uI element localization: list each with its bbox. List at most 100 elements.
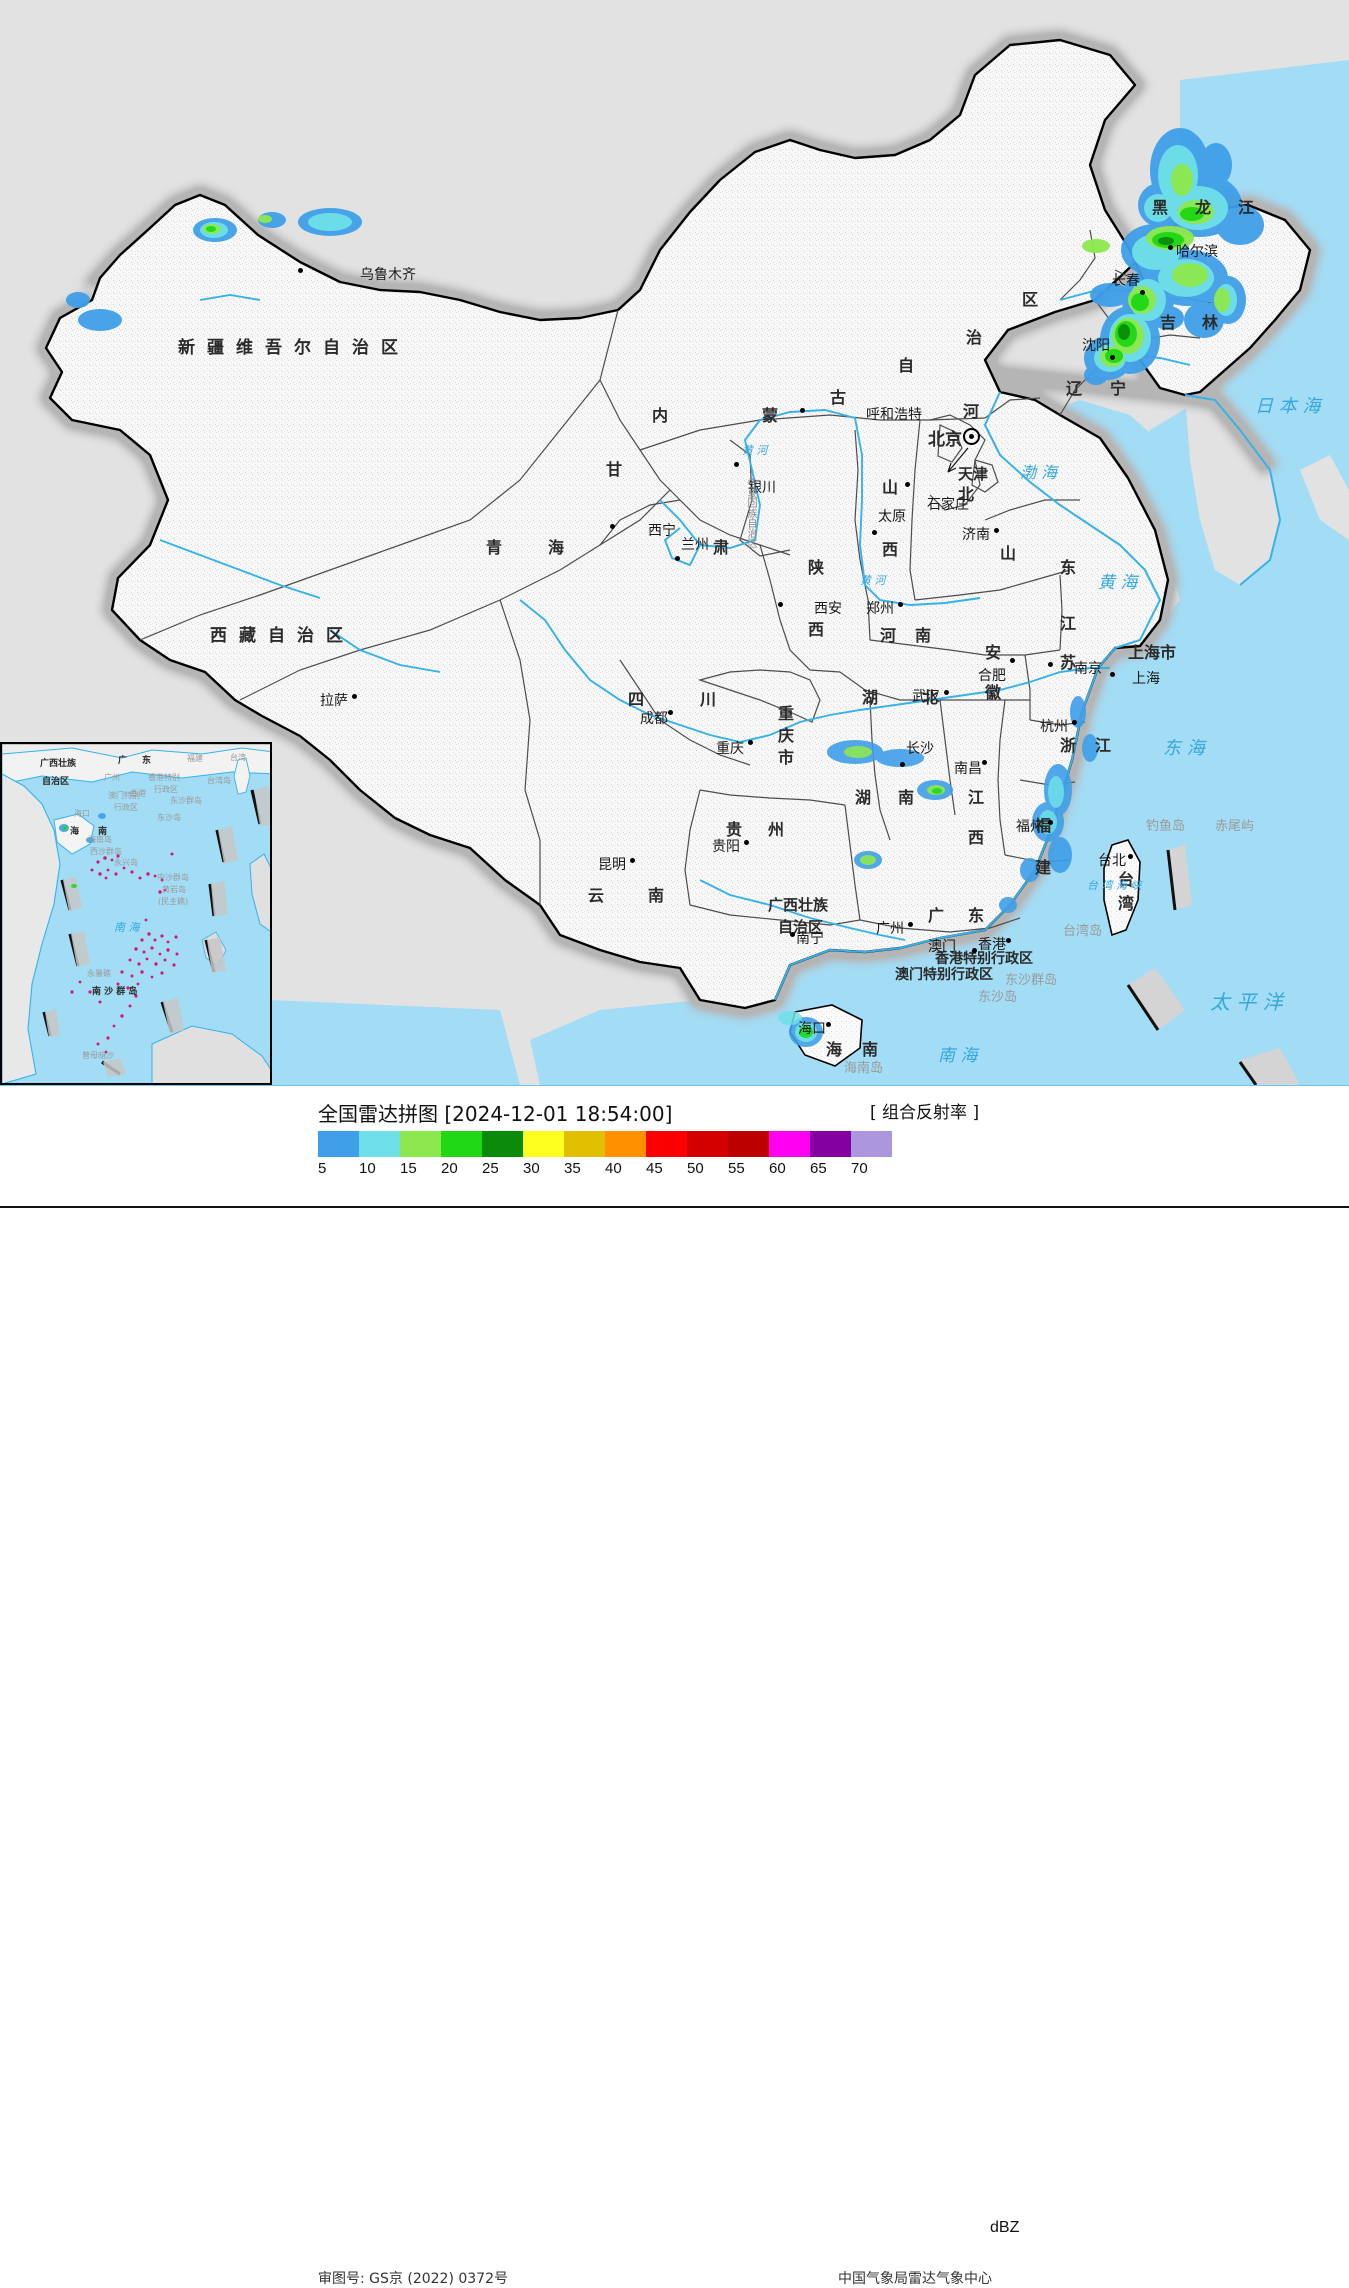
city-label: 澳门 bbox=[928, 939, 956, 955]
city-marker bbox=[905, 482, 910, 487]
province-label: 江 bbox=[968, 788, 985, 807]
inset-label: 西沙群岛 bbox=[90, 847, 122, 856]
province-label: 甘 bbox=[606, 460, 623, 479]
province-label: 肃 bbox=[713, 538, 730, 557]
inset-geometry bbox=[2, 744, 270, 1083]
sea-label: 东 海 bbox=[1163, 738, 1205, 759]
colorbar-swatch bbox=[687, 1131, 728, 1157]
province-label: 广 bbox=[928, 906, 945, 925]
city-marker bbox=[900, 762, 905, 767]
island-label: 海南岛 bbox=[844, 1061, 884, 1076]
inset-label: 广州 bbox=[104, 773, 120, 782]
colorbar[interactable] bbox=[318, 1131, 892, 1157]
city-marker bbox=[630, 858, 635, 863]
sea-label: 南 海 bbox=[938, 1046, 978, 1066]
colorbar-tick: 60 bbox=[769, 1160, 786, 1177]
province-label: 内 bbox=[652, 406, 669, 425]
radar-echo-hunan bbox=[827, 740, 953, 869]
province-label: 广西壮族 bbox=[768, 896, 829, 914]
city-label: 南京 bbox=[1074, 661, 1102, 677]
city-marker bbox=[826, 1022, 831, 1027]
inset-label: 南 bbox=[98, 827, 108, 837]
colorbar-swatch bbox=[441, 1131, 482, 1157]
city-marker bbox=[1110, 672, 1115, 677]
province-label: 市 bbox=[778, 748, 795, 767]
city-label: 太原 bbox=[878, 509, 906, 525]
city-marker bbox=[1128, 854, 1133, 859]
province-label: 辽 bbox=[1066, 379, 1083, 398]
province-label: 西 bbox=[808, 620, 825, 639]
city-marker bbox=[944, 690, 949, 695]
city-marker bbox=[972, 948, 977, 953]
china-radar-map[interactable]: 新疆维吾尔自治区 西藏自治区内蒙古自治区青海甘肃陕西山西河北山东河南安徽江苏上海市… bbox=[0, 0, 1349, 1086]
inset-label: (民主礁) bbox=[158, 897, 189, 906]
colorbar-swatch bbox=[605, 1131, 646, 1157]
city-label: 福州 bbox=[1016, 819, 1044, 835]
map-approval-number: 审图号: GS京 (2022) 0372号 bbox=[318, 2271, 508, 2287]
inset-label: 东沙群岛 bbox=[170, 796, 202, 805]
city-marker bbox=[610, 524, 615, 529]
province-label: 江 bbox=[1060, 614, 1077, 633]
province-label: 浙 bbox=[1060, 736, 1077, 755]
city-marker bbox=[1140, 290, 1145, 295]
radar-echo-xinjiang bbox=[66, 208, 362, 331]
city-label: 杭州 bbox=[1040, 719, 1068, 735]
province-label: 北 bbox=[922, 688, 939, 707]
sea-label: 台 湾 海 峡 bbox=[1087, 879, 1142, 892]
city-marker bbox=[994, 528, 999, 533]
south-china-sea-inset[interactable]: 广西壮族 自治区广东福建 台湾 广州 香港特别 行政区 台湾岛 澳门特别 行政区 香港 东沙群岛 东沙… bbox=[0, 742, 272, 1085]
inset-label: 台湾岛 bbox=[207, 776, 231, 785]
inset-label: 澳门特别 bbox=[108, 791, 140, 800]
colorbar-tick: 10 bbox=[359, 1160, 376, 1177]
city-label: 银川 bbox=[748, 480, 776, 496]
province-label: 重 bbox=[778, 704, 795, 723]
province-label: 上海市 bbox=[1128, 643, 1177, 662]
province-label: 山 bbox=[882, 478, 899, 497]
colorbar-tick: 65 bbox=[810, 1160, 827, 1177]
city-marker bbox=[1168, 245, 1173, 250]
city-label: 香港 bbox=[978, 937, 1006, 953]
colorbar-tick: 5 bbox=[318, 1160, 327, 1177]
inset-label: 东 bbox=[142, 756, 152, 766]
sea-label: 渤 海 bbox=[1020, 463, 1058, 482]
province-label: 东 bbox=[968, 906, 985, 925]
colorbar-swatch bbox=[523, 1131, 564, 1157]
inset-label: 香港特别 bbox=[148, 773, 180, 782]
city-marker bbox=[982, 760, 987, 765]
inset-label: 行政区 bbox=[154, 785, 178, 794]
province-label: 州 bbox=[768, 820, 785, 839]
colorbar-tick: 50 bbox=[687, 1160, 704, 1177]
city-marker bbox=[298, 268, 303, 273]
province-label: 区 bbox=[1022, 290, 1039, 309]
sea-label: 黄 河 bbox=[742, 444, 768, 457]
colorbar-swatch bbox=[728, 1131, 769, 1157]
city-label: 西宁 bbox=[648, 523, 676, 539]
colorbar-swatch bbox=[318, 1131, 359, 1157]
inset-label: 香港 bbox=[130, 789, 146, 798]
city-marker bbox=[778, 602, 783, 607]
province-label: 川 bbox=[700, 690, 717, 709]
colorbar-swatch bbox=[769, 1131, 810, 1157]
capital-marker-beijing bbox=[963, 428, 980, 445]
city-label: 呼和浩特 bbox=[866, 407, 922, 423]
province-label: 贵 bbox=[726, 820, 743, 839]
island-label: 钓鱼岛 bbox=[1146, 819, 1186, 834]
radar-title: 全国雷达拼图 [2024-12-01 18:54:00] bbox=[318, 1102, 673, 1126]
province-label: 澳门特别行政区 bbox=[895, 967, 993, 983]
city-marker bbox=[800, 408, 805, 413]
province-label: 林 bbox=[1202, 313, 1219, 332]
colorbar-swatch bbox=[400, 1131, 441, 1157]
inset-label: 曾母暗沙 bbox=[82, 1051, 114, 1060]
city-label: 广州 bbox=[876, 921, 904, 937]
province-label: 苏 bbox=[1060, 653, 1077, 672]
city-marker bbox=[1072, 720, 1077, 725]
colorbar-swatch bbox=[564, 1131, 605, 1157]
city-marker bbox=[668, 710, 673, 715]
island-label: 东沙群岛 bbox=[1005, 973, 1058, 988]
product-type-label: [ 组合反射率 ] bbox=[870, 1103, 980, 1123]
city-label: 上海 bbox=[1132, 671, 1160, 687]
city-marker bbox=[1010, 658, 1015, 663]
city-label: 武汉 bbox=[912, 689, 940, 705]
colorbar-tick: 55 bbox=[728, 1160, 745, 1177]
